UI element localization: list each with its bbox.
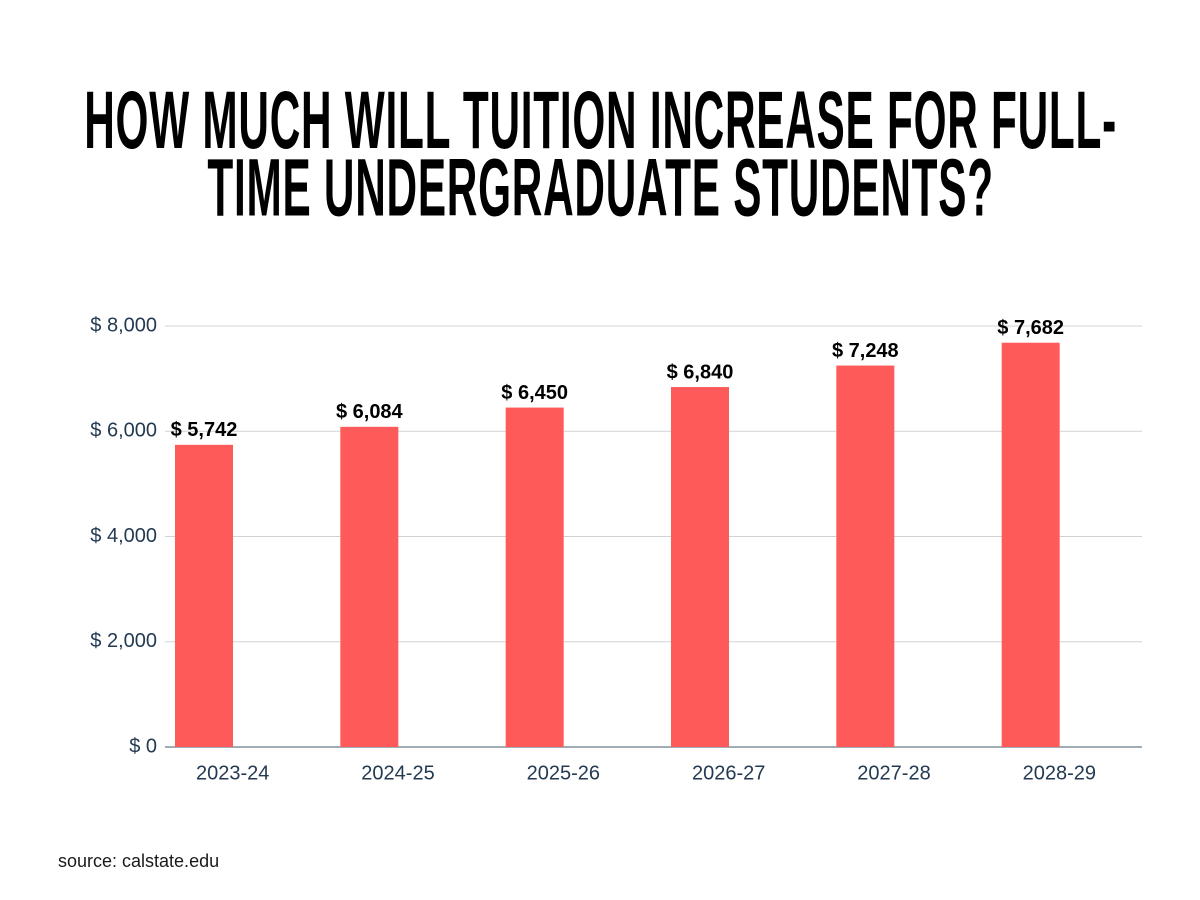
y-tick-label: $ 6,000 [90,420,157,442]
y-tick-label: $ 8,000 [90,314,157,336]
y-tick-label: $ 0 [129,735,157,757]
bar [505,407,564,747]
y-tick-label: $ 2,000 [90,630,157,652]
bar [671,387,729,747]
bar [1001,342,1060,747]
x-tick-label: 2024-25 [361,762,434,784]
data-label: $ 5,742 [171,419,238,441]
bar [340,426,399,747]
data-label: $ 7,682 [997,317,1064,339]
data-label: $ 7,248 [832,340,899,362]
x-tick-label: 2026-27 [692,762,765,784]
x-tick-label: 2027-28 [857,762,930,784]
title-box: HOW MUCH WILL TUITION INCREASE FOR FULL-… [75,88,1126,248]
data-label: $ 6,084 [336,401,404,423]
x-tick-label: 2023-24 [196,762,269,784]
source-note: source: calstate.edu [58,851,219,871]
x-tick-label: 2028-29 [1023,762,1096,784]
x-tick-label: 2025-26 [527,762,600,784]
bar [836,365,895,747]
y-tick-label: $ 4,000 [90,525,157,547]
bar [175,444,233,747]
data-label: $ 6,840 [667,361,734,383]
chart-title: HOW MUCH WILL TUITION INCREASE FOR FULL-… [84,88,1117,234]
data-label: $ 6,450 [501,382,568,404]
